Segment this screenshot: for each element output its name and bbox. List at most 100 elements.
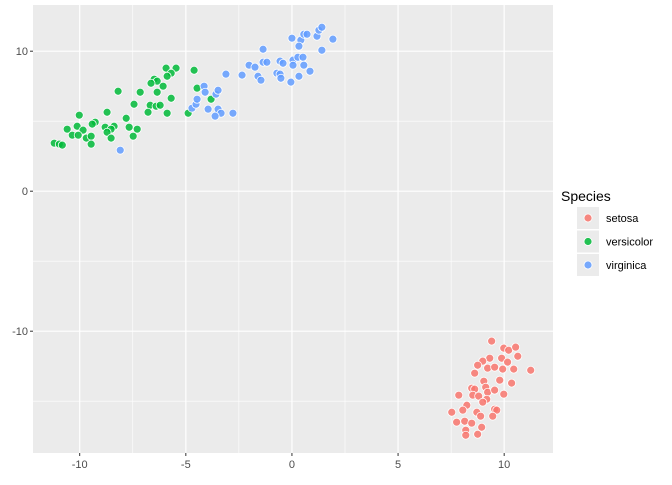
point-versicolor: [121, 113, 131, 123]
point-setosa: [447, 407, 457, 417]
point-setosa: [499, 389, 509, 399]
x-tick-label: -10: [72, 459, 88, 471]
point-versicolor: [158, 81, 168, 91]
point-virginica: [213, 85, 223, 95]
point-versicolor: [57, 140, 67, 150]
point-setosa: [503, 357, 512, 367]
point-virginica: [200, 87, 210, 97]
point-versicolor: [73, 130, 83, 140]
x-tick-label: 0: [289, 459, 295, 471]
point-virginica: [299, 60, 309, 70]
y-tick-label: 10: [16, 46, 28, 58]
legend-label: setosa: [606, 213, 639, 225]
point-setosa: [487, 336, 497, 346]
point-versicolor: [86, 131, 96, 141]
point-versicolor: [128, 131, 138, 141]
point-setosa: [476, 411, 486, 421]
point-versicolor: [87, 119, 97, 129]
point-virginica: [210, 111, 220, 121]
legend-key-point: [583, 213, 593, 223]
point-setosa: [513, 351, 523, 361]
point-versicolor: [62, 124, 72, 134]
x-tick-label: -5: [181, 459, 191, 471]
point-virginica: [115, 145, 125, 155]
point-virginica: [317, 45, 327, 55]
point-versicolor: [152, 87, 162, 97]
grid: [33, 5, 553, 453]
legend-label: versicolor: [606, 237, 653, 249]
point-versicolor: [143, 107, 153, 117]
y-tick-label: 0: [22, 186, 28, 198]
point-virginica: [192, 94, 202, 104]
point-virginica: [262, 57, 272, 67]
legend-title: Species: [561, 188, 611, 204]
point-virginica: [287, 33, 297, 43]
point-versicolor: [106, 133, 116, 143]
legend-label: virginica: [606, 260, 647, 272]
point-virginica: [305, 66, 315, 76]
point-virginica: [228, 108, 238, 118]
point-setosa: [470, 368, 480, 378]
point-virginica: [256, 75, 266, 85]
point-setosa: [490, 385, 500, 395]
point-virginica: [276, 73, 286, 83]
x-axis: -10 -5 0 5 10: [72, 453, 510, 471]
point-setosa: [488, 411, 498, 421]
point-virginica: [288, 60, 298, 70]
point-virginica: [237, 70, 247, 80]
x-tick-label: 10: [498, 459, 510, 471]
point-virginica: [294, 71, 304, 81]
point-setosa: [495, 375, 505, 385]
point-virginica: [294, 41, 304, 51]
point-versicolor: [135, 87, 145, 97]
point-setosa: [507, 378, 517, 388]
point-versicolor: [155, 100, 165, 110]
point-virginica: [258, 44, 268, 54]
point-setosa: [461, 430, 471, 440]
point-setosa: [467, 418, 477, 428]
point-versicolor: [132, 124, 142, 134]
point-setosa: [526, 365, 536, 375]
point-virginica: [203, 104, 213, 114]
point-versicolor: [162, 108, 172, 118]
point-virginica: [286, 77, 296, 87]
point-virginica: [278, 58, 288, 68]
point-virginica: [317, 22, 327, 32]
point-setosa: [473, 429, 483, 439]
point-setosa: [452, 417, 462, 427]
point-setosa: [490, 362, 500, 372]
point-versicolor: [86, 139, 96, 149]
point-setosa: [474, 391, 484, 401]
point-versicolor: [129, 99, 139, 109]
point-setosa: [492, 405, 502, 415]
legend: Species setosa versicolor virginica: [561, 188, 653, 276]
y-axis: -10 0 10: [12, 46, 33, 338]
point-virginica: [328, 34, 338, 44]
legend-key-point: [583, 260, 593, 270]
y-tick-label: -10: [12, 326, 28, 338]
point-virginica: [298, 52, 308, 62]
x-tick-label: 5: [395, 459, 401, 471]
point-setosa: [498, 364, 508, 374]
point-versicolor: [124, 122, 134, 132]
point-versicolor: [102, 107, 112, 117]
point-versicolor: [146, 78, 156, 88]
point-setosa: [458, 405, 468, 415]
point-setosa: [473, 360, 483, 370]
point-versicolor: [189, 65, 199, 75]
point-virginica: [221, 69, 231, 79]
point-setosa: [511, 342, 521, 352]
point-virginica: [250, 62, 260, 72]
point-versicolor: [162, 71, 172, 81]
point-versicolor: [113, 86, 123, 96]
point-setosa: [454, 390, 464, 400]
point-versicolor: [74, 110, 84, 120]
legend-key-point: [583, 237, 593, 246]
point-versicolor: [166, 93, 176, 103]
point-setosa: [478, 397, 488, 407]
point-setosa: [509, 364, 519, 374]
point-setosa: [477, 422, 487, 432]
points: [49, 22, 536, 440]
point-virginica: [302, 29, 312, 39]
